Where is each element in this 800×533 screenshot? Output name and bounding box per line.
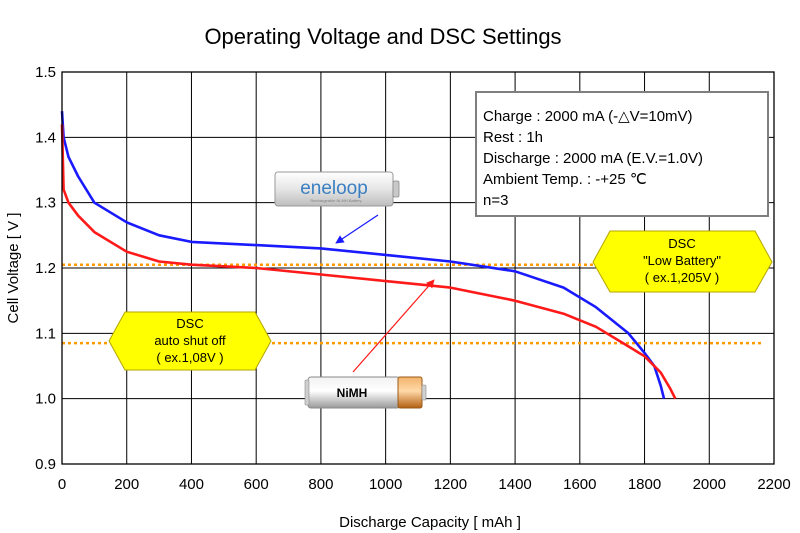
- x-tick-label: 1000: [369, 476, 402, 493]
- y-axis-label: Cell Voltage [ V ]: [5, 213, 22, 324]
- x-tick-label: 1400: [498, 476, 531, 493]
- auto-shut-off-line-1: DSC: [176, 316, 203, 331]
- condition-ambient-temp: Ambient Temp. : -+25 ℃: [483, 171, 647, 188]
- y-tick-label: 1.2: [35, 260, 56, 277]
- chart-title: Operating Voltage and DSC Settings: [204, 24, 561, 49]
- nimh-pointer-arrow: [352, 279, 435, 373]
- eneloop-pointer-arrow: [335, 214, 379, 244]
- condition-charge: Charge : 2000 mA (-△V=10mV): [483, 108, 693, 125]
- low-battery-line-3: ( ex.1,205V ): [645, 270, 719, 285]
- eneloop-battery-image: eneloop Rechargeable Ni-MH Battery: [274, 171, 400, 207]
- x-tick-label: 1200: [434, 476, 467, 493]
- eneloop-tagline-text: Rechargeable Ni-MH Battery: [310, 198, 361, 203]
- x-tick-label: 2000: [693, 476, 726, 493]
- auto-shut-off-line-3: ( ex.1,08V ): [156, 350, 223, 365]
- x-tick-label: 0: [58, 476, 66, 493]
- x-tick-label: 200: [114, 476, 139, 493]
- condition-rest: Rest : 1h: [483, 129, 543, 146]
- y-tick-label: 1.0: [35, 391, 56, 408]
- x-tick-label: 600: [244, 476, 269, 493]
- x-tick-label: 1600: [563, 476, 596, 493]
- auto-shut-off-line-2: auto shut off: [154, 333, 226, 348]
- x-tick-label: 400: [179, 476, 204, 493]
- series-line-nimh: [60, 124, 677, 400]
- x-tick-label: 2200: [757, 476, 790, 493]
- nimh-label-text: NiMH: [337, 386, 368, 400]
- y-tick-labels: 0.9 1.0 1.1 1.2 1.3 1.4 1.5: [35, 64, 56, 473]
- y-tick-label: 1.4: [35, 129, 56, 146]
- conditions-box: Charge : 2000 mA (-△V=10mV) Rest : 1h Di…: [475, 91, 769, 217]
- series-line-eneloop: [60, 111, 666, 400]
- y-tick-label: 1.5: [35, 64, 56, 81]
- y-tick-label: 1.3: [35, 195, 56, 212]
- condition-sample-count: n=3: [483, 192, 508, 209]
- condition-discharge: Discharge : 2000 mA (E.V.=1.0V): [483, 150, 703, 167]
- auto-shut-off-callout: DSC auto shut off ( ex.1,08V ): [108, 311, 272, 371]
- x-tick-label: 1800: [628, 476, 661, 493]
- low-battery-line-2: "Low Battery": [643, 253, 721, 268]
- x-tick-label: 800: [308, 476, 333, 493]
- y-tick-label: 1.1: [35, 325, 56, 342]
- low-battery-line-1: DSC: [668, 236, 695, 251]
- eneloop-brand-text: eneloop: [300, 178, 368, 199]
- series-lines: [60, 111, 677, 400]
- x-tick-labels: 0 200 400 600 800 1000 1200 1400 1600 1800 2000 220…: [58, 476, 791, 493]
- nimh-battery-image: NiMH: [304, 376, 427, 409]
- x-axis-label: Discharge Capacity [ mAh ]: [339, 514, 521, 531]
- plot-area-border: [61, 71, 775, 465]
- y-tick-label: 0.9: [35, 456, 56, 473]
- low-battery-callout: DSC "Low Battery" ( ex.1,205V ): [592, 230, 773, 293]
